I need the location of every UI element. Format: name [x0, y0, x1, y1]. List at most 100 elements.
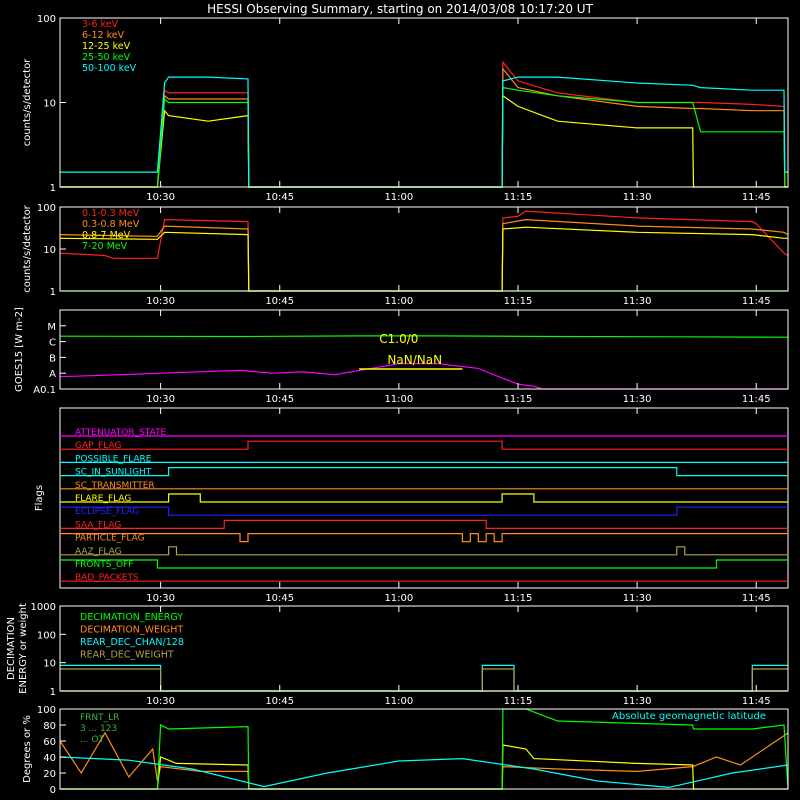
gamma-counts-panel: 1 10 100 10:30 10:45 11:00 11:15 11:30 11:45 coun…	[22, 203, 789, 307]
legend-entry: 0.1-0.3 MeV	[82, 208, 140, 219]
x-tick-label: 10:45	[265, 593, 294, 604]
legend-entry: 25-50 keV	[82, 52, 131, 63]
goes-annotation: NaN/NaN	[387, 353, 442, 367]
series-line	[60, 67, 788, 188]
flags-panel: ATTENUATOR_STATE GAP_FLAG POSSIBLE_FLARE SC…	[34, 407, 789, 604]
x-tick-label: 10:30	[146, 394, 175, 405]
legend-entry-partial: ... OT	[80, 735, 105, 745]
flag-label: SC_IN_SUNLIGHT	[75, 468, 152, 478]
x-tick-label: 11:00	[384, 593, 413, 604]
series-line	[60, 668, 788, 692]
y-tick-label: 10	[43, 99, 56, 110]
y-tick-label: 40	[43, 753, 56, 764]
y-tick-label: 1	[50, 287, 56, 298]
xray-counts-panel: 1 10 100 10:30 10:45 11:00 11:15 11:30 11:45 coun…	[22, 14, 789, 203]
x-tick-label: 10:30	[146, 296, 175, 307]
flag-label: SAA_FLAG	[75, 520, 121, 530]
x-tick-label: 10:30	[146, 192, 175, 203]
y-tick-label: A0.1	[33, 385, 56, 396]
legend-entry: DECIMATION_WEIGHT	[80, 625, 183, 636]
flag-label: POSSIBLE_FLARE	[75, 454, 152, 464]
x-tick-label: 10:45	[265, 696, 294, 707]
flag-label: SC_TRANSMITTER	[75, 481, 155, 491]
goes-annotation: C1.0/0	[379, 332, 418, 346]
flag-label: ECLIPSE_FLAG	[75, 507, 139, 517]
x-tick-label: 11:30	[623, 394, 652, 405]
series-line	[60, 60, 788, 188]
latitude-annotation: Absolute geomagnetic latitude	[612, 711, 766, 722]
y-axis-label: Degrees or %	[22, 715, 33, 783]
flag-line	[60, 519, 788, 530]
panel-frame	[59, 708, 789, 790]
legend-entry: REAR_DEC_CHAN/128	[80, 637, 184, 648]
flag-line	[60, 440, 788, 450]
flag-label: ATTENUATOR_STATE	[75, 428, 167, 438]
figure-title: HESSI Observing Summary, starting on 201…	[207, 2, 593, 16]
legend-entry: 12-25 keV	[82, 41, 131, 52]
x-tick-label: 11:30	[623, 593, 652, 604]
y-tick-label: 0	[50, 785, 56, 796]
x-tick-label: 10:45	[265, 394, 294, 405]
panel-frame	[59, 407, 789, 589]
legend-entry-partial: 3 ... 123	[80, 724, 117, 734]
y-axis-label: counts/s/detector	[22, 58, 33, 146]
legend-entry: 0.8-7 MeV	[82, 230, 131, 241]
x-tick-label: 11:15	[504, 296, 533, 307]
x-tick-label: 11:45	[742, 296, 771, 307]
x-tick-label: 11:00	[384, 696, 413, 707]
x-tick-label: 11:45	[742, 192, 771, 203]
legend-entry: REAR_DEC_WEIGHT	[80, 650, 174, 661]
series-line	[59, 226, 788, 292]
x-tick-label: 10:45	[265, 296, 294, 307]
legend-entry: DECIMATION_ENERGY	[80, 612, 183, 623]
series-line	[60, 86, 788, 188]
degrees-panel: 0 20 40 60 80 100 Degrees or % Absolute geomagn…	[22, 705, 789, 796]
flag-line	[60, 546, 788, 556]
x-tick-label: 10:30	[146, 696, 175, 707]
flag-label: PARTICLE_FLAG	[75, 534, 145, 544]
y-tick-label: 20	[43, 769, 56, 780]
legend-entry: 50-100 keV	[82, 63, 137, 74]
flag-line	[60, 559, 788, 569]
y-tick-label: 100	[37, 630, 56, 641]
y-tick-label: B	[49, 353, 56, 364]
series-line	[59, 363, 788, 390]
x-tick-label: 11:30	[623, 696, 652, 707]
y-tick-label: 80	[43, 721, 56, 732]
series-line	[59, 756, 789, 789]
y-axis-label: counts/s/detector	[22, 204, 33, 292]
flag-label: FLARE_FLAG	[75, 494, 131, 504]
y-axis-label: ENERGY or weight	[18, 603, 29, 694]
flag-label: AAZ_FLAG	[75, 547, 122, 557]
x-tick-label: 11:00	[384, 192, 413, 203]
y-tick-label: 100	[37, 14, 56, 25]
y-tick-label: 100	[37, 203, 56, 214]
x-tick-label: 11:15	[504, 394, 533, 405]
y-tick-label: 10	[43, 659, 56, 670]
x-tick-label: 11:15	[504, 696, 533, 707]
x-tick-label: 11:30	[623, 296, 652, 307]
y-tick-label: C	[49, 338, 56, 349]
legend-entry: 7-20 MeV	[82, 241, 128, 252]
x-tick-label: 10:30	[146, 593, 175, 604]
y-tick-label: 1000	[31, 602, 56, 613]
x-tick-label: 11:45	[742, 593, 771, 604]
x-tick-label: 11:15	[504, 192, 533, 203]
series-line	[59, 335, 789, 338]
decimation-panel: 1 10 100 1000 10:30 10:45 11:00 11:15 11:30 11:45…	[6, 602, 789, 707]
x-tick-label: 11:15	[504, 593, 533, 604]
flag-line	[60, 467, 788, 477]
flag-line	[60, 532, 788, 543]
y-axis-label: DECIMATION	[6, 617, 17, 680]
x-tick-label: 11:45	[742, 696, 771, 707]
flag-label: GAP_FLAG	[75, 441, 121, 451]
y-tick-label: 60	[43, 737, 56, 748]
x-tick-label: 11:30	[623, 192, 652, 203]
panel-frame	[59, 605, 789, 692]
y-axis-label: Flags	[34, 485, 45, 511]
y-tick-label: M	[47, 322, 56, 333]
flag-line	[60, 493, 788, 503]
flag-label: BAD_PACKETS	[75, 573, 139, 583]
